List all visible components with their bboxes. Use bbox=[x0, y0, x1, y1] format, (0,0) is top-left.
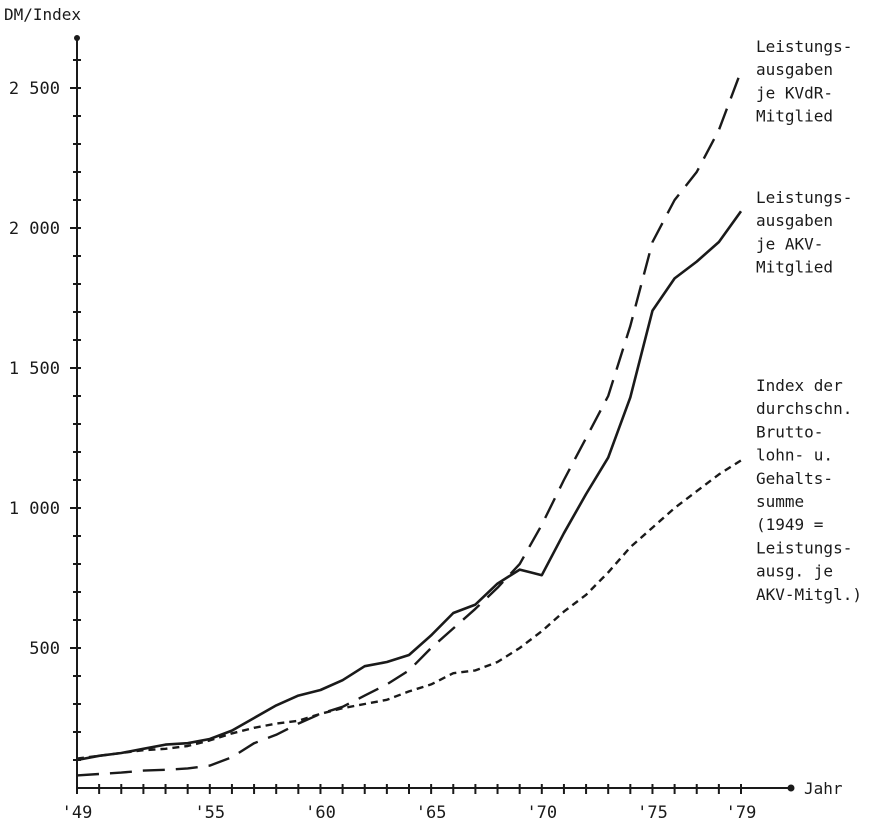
y-tick-label: 2 000 bbox=[9, 219, 60, 239]
y-tick-label: 500 bbox=[29, 639, 60, 659]
y-axis-arrow bbox=[74, 35, 80, 41]
series-line-akv bbox=[76, 210, 743, 762]
x-axis-arrow bbox=[787, 784, 795, 792]
y-axis-title: DM/Index bbox=[4, 5, 81, 24]
y-tick-label: 1 500 bbox=[9, 359, 60, 379]
series-label-akv: Leistungs-ausgaben je AKV-Mitglied bbox=[756, 188, 852, 277]
y-tick-label: 1 000 bbox=[9, 499, 60, 519]
axis-tick-labels: 500 1 000 1 500 2 000 2 500 '49 '55 '60 '65 '70 '7… bbox=[9, 79, 757, 823]
axis-ticks bbox=[70, 59, 742, 794]
x-tick-label: '49 bbox=[62, 803, 93, 823]
y-tick-label: 2 500 bbox=[9, 79, 60, 99]
series-lines bbox=[76, 70, 743, 777]
x-tick-label: '65 bbox=[416, 803, 447, 823]
x-tick-label: '75 bbox=[637, 803, 668, 823]
x-tick-label: '55 bbox=[194, 803, 225, 823]
series-line-kvdr bbox=[76, 70, 743, 777]
x-tick-label: '79 bbox=[726, 803, 757, 823]
series-label-kvdr: Leistungs-ausgaben je KVdR-Mitglied bbox=[756, 37, 852, 126]
series-labels: Leistungs-ausgaben je KVdR-Mitglied Leistu… bbox=[756, 37, 862, 604]
series-label-lohnindex: Index der durchschn. Brutto-lohn- u. Gehalt… bbox=[756, 376, 862, 604]
series-line-lohnindex bbox=[76, 459, 742, 760]
x-tick-label: '60 bbox=[305, 803, 336, 823]
x-axis-title: Jahr bbox=[804, 779, 843, 798]
x-tick-label: '70 bbox=[526, 803, 557, 823]
